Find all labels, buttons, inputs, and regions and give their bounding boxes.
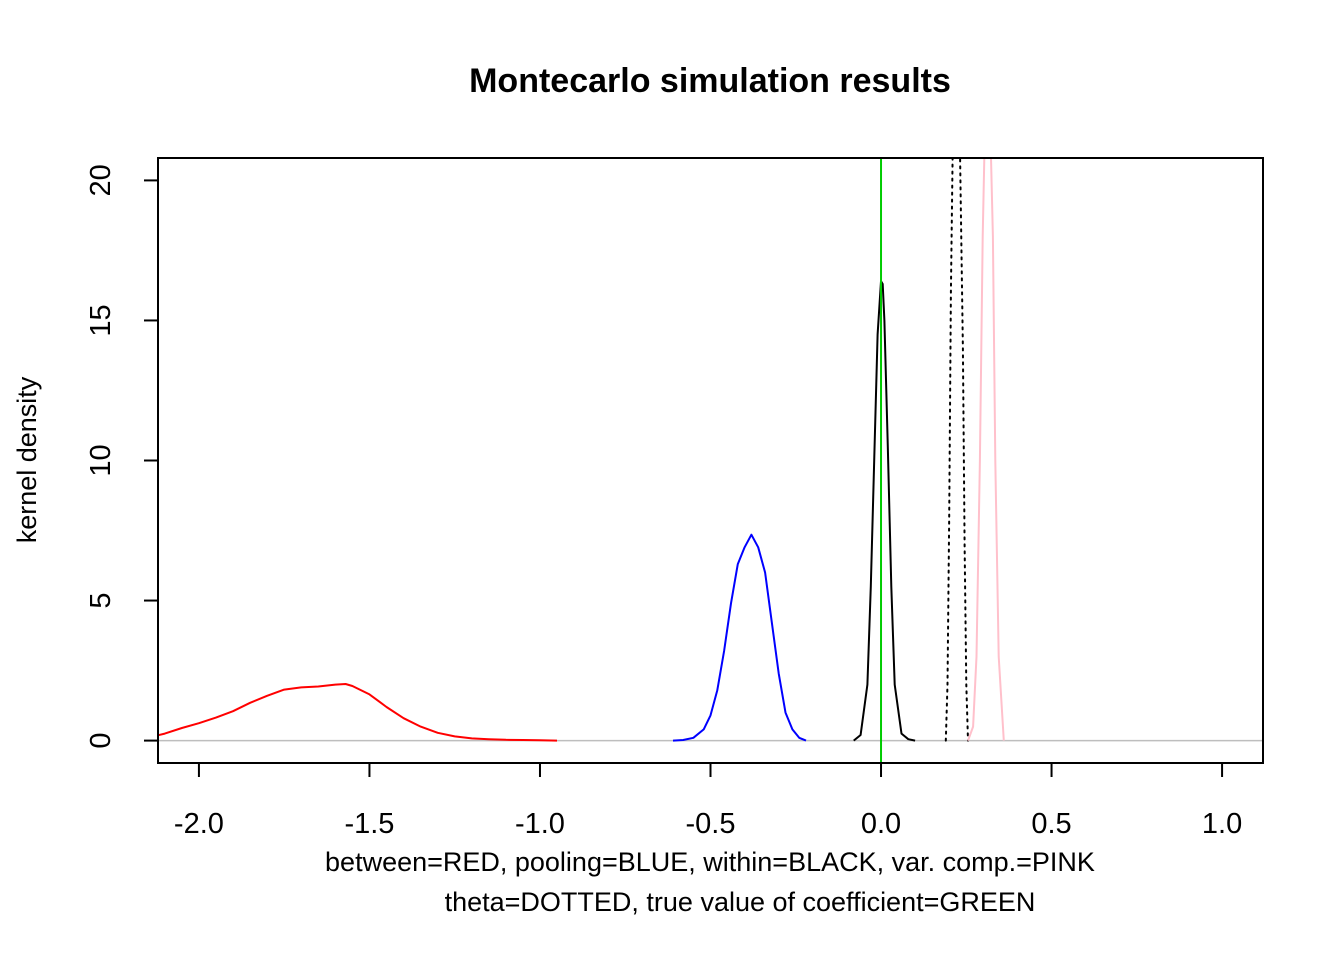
density-series-2	[672, 533, 807, 742]
x-axis-label-line-2: theta=DOTTED, true value of coefficient=…	[445, 887, 1036, 917]
plot-frame	[157, 157, 1264, 764]
y-tick-label: 15	[85, 304, 117, 336]
density-series-5	[959, 158, 969, 742]
x-tick-label: -1.0	[515, 808, 565, 840]
y-tick-label: 0	[85, 733, 117, 749]
density-series-1	[158, 683, 558, 742]
x-tick-label: -1.5	[344, 808, 394, 840]
x-axis: -2.0 -1.5 -1.0 -0.5 0.0 0.5 1.0	[174, 762, 1242, 840]
x-tick-label: 0.0	[861, 808, 901, 840]
x-axis-label-line-1: between=RED, pooling=BLUE, within=BLACK,…	[325, 847, 1095, 877]
x-tick-label: 0.5	[1031, 808, 1071, 840]
density-series-4	[944, 158, 954, 742]
plot-area	[158, 158, 1263, 763]
y-tick-label: 10	[85, 444, 117, 476]
chart-title: Montecarlo simulation results	[469, 62, 951, 100]
x-tick-label: -2.0	[174, 808, 224, 840]
y-tick-label: 20	[85, 164, 117, 196]
y-axis: 0 5 10 15 20	[85, 164, 159, 749]
y-axis-label: kernel density	[12, 376, 42, 543]
x-tick-label: -0.5	[686, 808, 736, 840]
y-tick-label: 5	[85, 592, 117, 608]
density-series-3	[853, 280, 916, 742]
x-tick-label: 1.0	[1202, 808, 1242, 840]
density-series-6	[967, 158, 1005, 741]
